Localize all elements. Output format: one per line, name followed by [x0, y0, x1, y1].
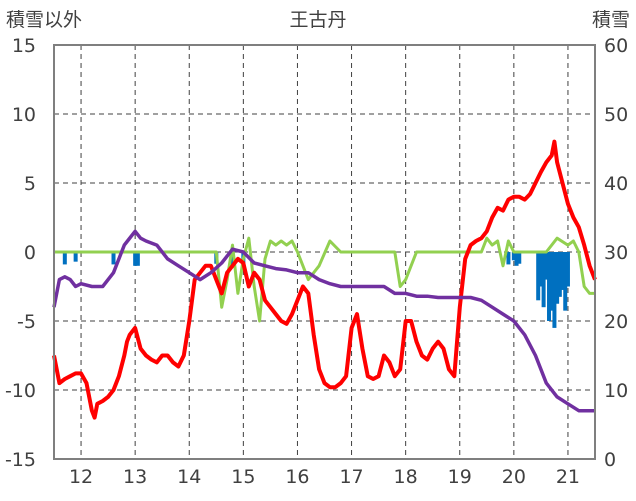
y-tick-left: -10 [5, 380, 36, 402]
y-tick-right: 50 [604, 104, 628, 126]
y-tick-left: 5 [24, 173, 36, 195]
y-tick-right: 30 [604, 242, 628, 264]
snow-bar [544, 252, 549, 280]
snow-bar [514, 252, 519, 266]
series-lines [52, 139, 597, 420]
series-bars [62, 252, 570, 328]
x-tick: 19 [448, 466, 472, 488]
snow-bar [563, 252, 568, 311]
snow-bar [133, 252, 138, 266]
snow-bar [73, 252, 78, 262]
snow-bar [560, 252, 565, 290]
series-line-2 [54, 236, 595, 323]
x-tick: 12 [69, 466, 93, 488]
snow-bar [511, 252, 516, 261]
snow-bar [538, 252, 543, 287]
snow-bar [565, 252, 570, 287]
snow-bar [62, 252, 67, 265]
y-tick-left: 15 [12, 35, 36, 57]
snow-bar [541, 252, 546, 308]
x-tick: 18 [394, 466, 418, 488]
y-tick-right: 0 [604, 449, 616, 471]
y-axis-left-label: 積雪以外 [6, 9, 82, 31]
snow-bar [549, 252, 554, 311]
x-tick: 15 [231, 466, 255, 488]
y-tick-right: 40 [604, 173, 628, 195]
y-tick-right: 20 [604, 311, 628, 333]
x-tick: 21 [556, 466, 580, 488]
snow-bar [552, 252, 557, 328]
snow-bar [135, 252, 140, 266]
y-tick-left: -15 [5, 449, 36, 471]
x-tick: 20 [502, 466, 526, 488]
snow-bar [557, 252, 562, 297]
snow-bar [547, 252, 552, 321]
x-tick: 17 [339, 466, 363, 488]
y-tick-right: 60 [604, 35, 628, 57]
x-tick: 16 [285, 466, 309, 488]
snow-bar [517, 252, 522, 264]
snow-bar [506, 252, 511, 265]
x-tick: 14 [177, 466, 201, 488]
snow-bar [536, 252, 541, 301]
y-tick-left: -5 [17, 311, 36, 333]
x-tick: 13 [123, 466, 147, 488]
plot-frame [53, 44, 596, 460]
snow-bar [230, 252, 235, 268]
snow-bar [111, 252, 116, 265]
y-tick-left: 10 [12, 104, 36, 126]
series-line-1 [52, 229, 595, 413]
snow-bar [555, 252, 560, 304]
y-axis-right-label: 積雪 [592, 9, 630, 31]
y-tick-left: 0 [24, 242, 36, 264]
y-tick-right: 10 [604, 380, 628, 402]
chart-title: 王古丹 [289, 9, 346, 31]
series-line-0 [52, 139, 597, 420]
